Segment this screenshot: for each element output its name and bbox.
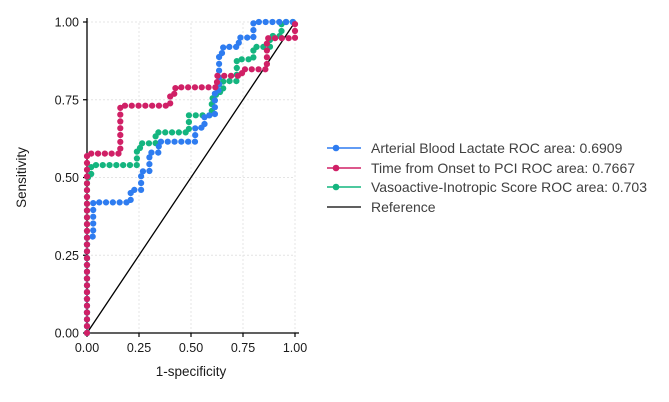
x-tick-label: 0.75 — [231, 341, 255, 355]
legend-item-vasoactive-inotropic-score: Vasoactive-Inotropic Score ROC area: 0.7… — [327, 177, 647, 197]
legend-item-time-from-onset-to-pci: Time from Onset to PCI ROC area: 0.7667 — [327, 158, 647, 178]
roc-curve-arterial-blood-lactate — [83, 18, 299, 337]
legend-item-reference: Reference — [327, 197, 647, 217]
roc-curve-vasoactive-inotropic-score — [83, 18, 299, 337]
legend-item-arterial-blood-lactate: Arterial Blood Lactate ROC area: 0.6909 — [327, 138, 647, 158]
legend-label: Vasoactive-Inotropic Score ROC area: 0.7… — [371, 179, 647, 196]
y-tick-label: 0.25 — [55, 249, 79, 263]
x-tick-label: 0.25 — [127, 341, 151, 355]
reference-line — [86, 21, 296, 334]
legend-label: Reference — [371, 198, 436, 215]
x-tick-label: 0.50 — [179, 341, 203, 355]
y-tick-label: 0.75 — [55, 93, 79, 107]
legend: Arterial Blood Lactate ROC area: 0.6909 … — [327, 138, 647, 217]
legend-label: Arterial Blood Lactate ROC area: 0.6909 — [371, 139, 623, 156]
legend-line-marker — [327, 206, 361, 208]
y-axis-title: Sensitivity — [14, 147, 29, 208]
legend-line-dot-marker — [327, 164, 361, 171]
roc-curve-time-from-onset-to-pci — [83, 18, 299, 337]
legend-line-dot-marker — [327, 183, 361, 191]
y-tick-label: 0.50 — [55, 171, 79, 185]
x-axis-title: 1-specificity — [156, 364, 227, 379]
x-tick-label: 0.00 — [75, 341, 99, 355]
legend-label: Time from Onset to PCI ROC area: 0.7667 — [371, 159, 636, 176]
legend-line-dot-marker — [327, 144, 361, 152]
y-tick-label: 0.00 — [55, 327, 79, 341]
x-tick-label: 1.00 — [283, 341, 307, 355]
y-tick-label: 1.00 — [55, 16, 79, 30]
